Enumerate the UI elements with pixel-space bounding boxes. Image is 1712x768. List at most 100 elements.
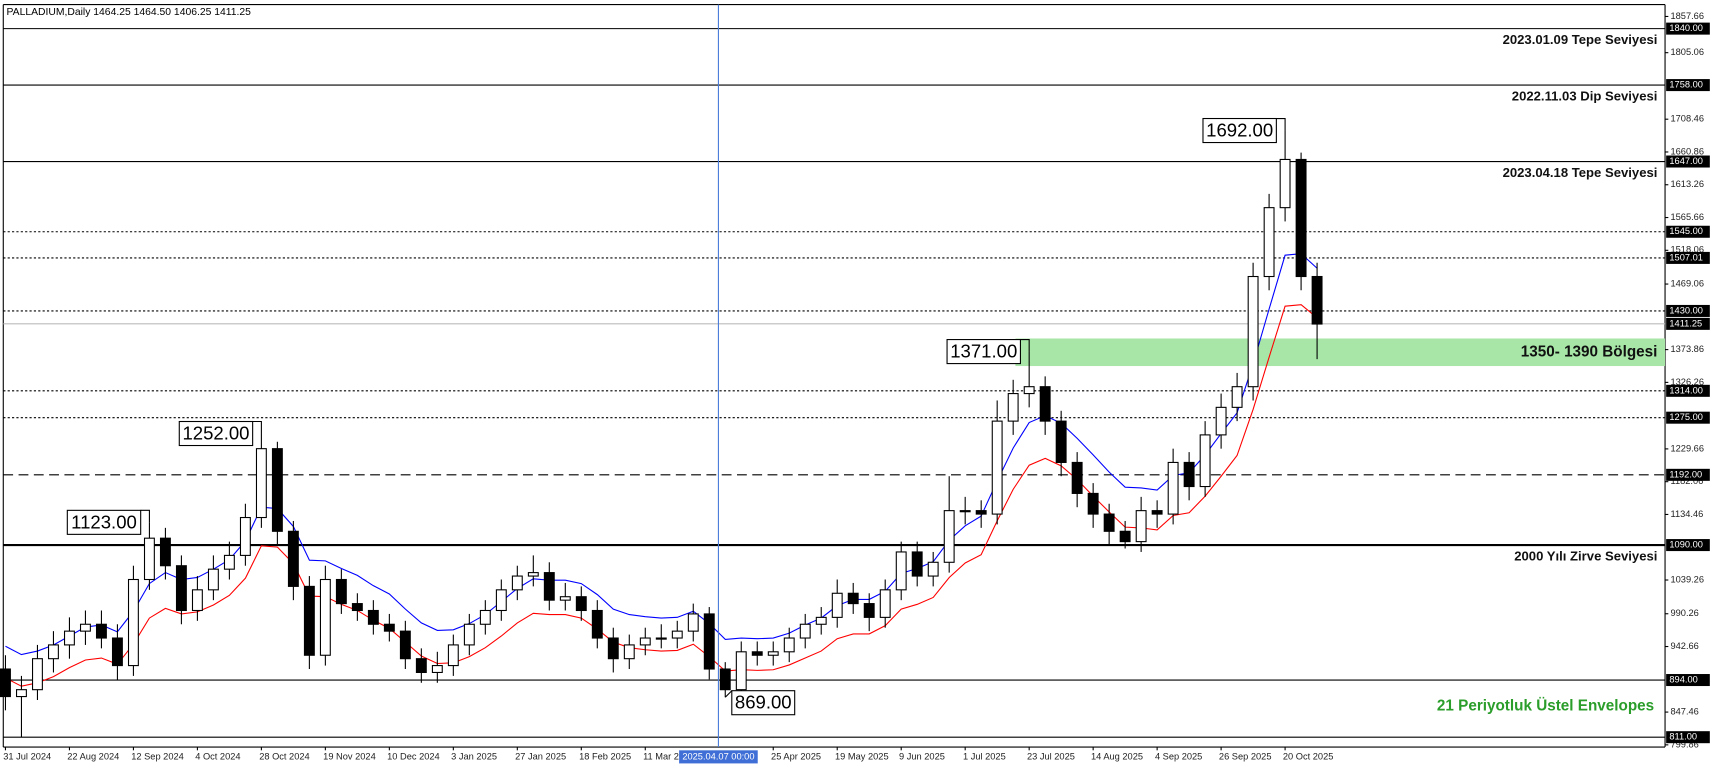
candle-body (639, 637, 651, 646)
candle-body (1135, 510, 1147, 543)
candle-body (0, 668, 11, 698)
x-tick-label: 22 Aug 2024 (67, 751, 119, 761)
candle-body (1055, 420, 1067, 463)
candle-body (767, 651, 779, 656)
x-tick-label: 31 Jul 2024 (3, 751, 51, 761)
candle-body (1231, 386, 1243, 408)
x-tick-label: 4 Oct 2024 (195, 751, 240, 761)
x-tick-label: 26 Sep 2025 (1219, 751, 1272, 761)
level-price-label: 1507.01 (1669, 252, 1703, 262)
callout-box (178, 420, 254, 447)
y-tick-label: 942.66 (1671, 641, 1699, 651)
x-tick-label: 18 Feb 2025 (579, 751, 631, 761)
y-tick-label: 1469.06 (1671, 279, 1705, 289)
candle-body (431, 665, 443, 674)
candle-body (1023, 386, 1035, 395)
level-price-box (1666, 674, 1710, 687)
candle-body (127, 578, 139, 667)
y-tick-label: 1805.06 (1671, 47, 1705, 57)
candle-body (991, 420, 1003, 515)
cursor-label: 2025.04.07 00:00 (682, 751, 754, 761)
candle-body (335, 578, 347, 605)
candle-body (591, 609, 603, 639)
x-tick-label: 3 Jan 2025 (451, 751, 497, 761)
candle-body (319, 578, 331, 656)
level-price-label: 1314.00 (1669, 385, 1703, 395)
candle-body (479, 609, 491, 625)
level-note: 2023.01.09 Tepe Seviyesi (1503, 32, 1658, 47)
zone (1015, 338, 1666, 367)
candle-body (671, 630, 683, 639)
candle-body (63, 630, 75, 646)
level-note: 2022.11.03 Dip Seviyesi (1512, 89, 1658, 104)
candle-body (271, 448, 283, 532)
candle-body (191, 589, 203, 612)
candle-body (943, 510, 955, 563)
callout-label: 1371.00 (950, 341, 1017, 362)
level-price-label: 1840.00 (1669, 23, 1703, 33)
level-price-box (1666, 304, 1710, 317)
y-tick-label: 990.26 (1671, 608, 1699, 618)
y-tick-label: 1229.66 (1671, 443, 1705, 453)
level-price-box (1666, 155, 1710, 168)
candle-body (1103, 513, 1115, 532)
y-tick-label: 1134.46 (1671, 509, 1704, 519)
candle-body (1007, 393, 1019, 422)
cursor-box (679, 750, 758, 764)
callout-leader (252, 420, 262, 434)
x-tick-label: 12 Sep 2024 (131, 751, 184, 761)
candle-body (383, 623, 395, 632)
candle-body (303, 585, 315, 656)
candle-body (287, 530, 299, 587)
candle-body (527, 572, 539, 577)
candle-body (623, 644, 635, 660)
level-price-label: 1545.00 (1669, 226, 1703, 236)
level-price-label: 1192.00 (1669, 469, 1702, 479)
candle-body (15, 689, 27, 698)
candle-body (911, 551, 923, 577)
level-price-label: 811.00 (1669, 732, 1697, 742)
x-tick-label: 28 Oct 2024 (259, 751, 309, 761)
candle-body (463, 623, 475, 646)
candle-body (1199, 434, 1211, 488)
level-price-box (1666, 317, 1710, 330)
y-tick-label: 1565.66 (1671, 212, 1705, 222)
callout-label: 1692.00 (1206, 120, 1273, 141)
x-tick-label: 11 Mar 2025 (643, 751, 694, 761)
callout-label: 1123.00 (71, 511, 137, 532)
candle-body (655, 637, 667, 640)
callout-box (731, 690, 796, 716)
level-price-box (1666, 411, 1710, 424)
y-tick-label: 1039.26 (1671, 574, 1705, 584)
candle-body (447, 644, 459, 667)
candle-body (783, 637, 795, 653)
level-price-box (1666, 731, 1710, 744)
candle-body (959, 510, 971, 513)
y-tick-label: 1857.66 (1671, 11, 1705, 21)
candle-body (1263, 207, 1275, 278)
x-tick-label: 10 Dec 2024 (387, 751, 440, 761)
candle-body (95, 623, 107, 639)
candle-body (847, 592, 859, 605)
callout-leader (1276, 117, 1286, 131)
candle-body (735, 651, 747, 691)
x-tick-label: 23 Jul 2025 (1027, 751, 1075, 761)
callout-box (946, 339, 1021, 365)
candle-body (1119, 530, 1131, 543)
callout-leader (140, 509, 150, 523)
candle-body (255, 448, 267, 519)
callout-box (66, 509, 142, 535)
y-tick-label: 799.86 (1671, 739, 1699, 749)
candle-body (559, 596, 571, 601)
candle-body (815, 616, 827, 625)
y-tick-label: 1373.86 (1671, 344, 1705, 354)
x-tick-label: 25 Apr 2025 (771, 751, 821, 761)
x-tick-label: 20 Oct 2025 (1283, 751, 1333, 761)
candle-body (207, 568, 219, 591)
candle-body (1279, 158, 1291, 209)
y-tick-label: 847.46 (1671, 707, 1699, 717)
level-price-label: 1275.00 (1669, 412, 1703, 422)
envelope-note: 21 Periyotluk Üstel Envelopes (1437, 698, 1654, 715)
